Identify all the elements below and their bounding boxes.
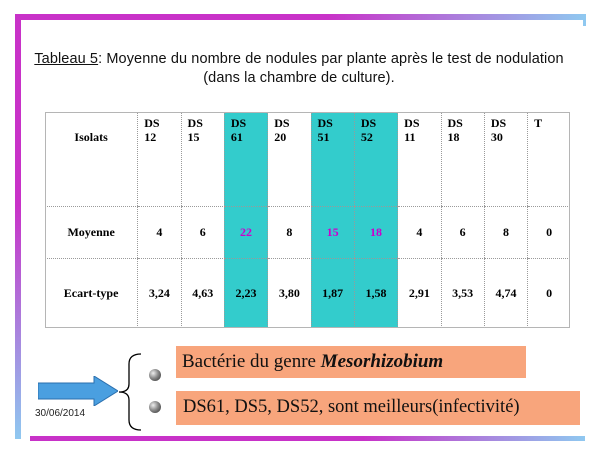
- table-cell: 1,87: [310, 258, 355, 328]
- column-header: DS 20: [267, 112, 312, 207]
- bottom-decorative-bar: [30, 436, 585, 441]
- table-cell: 22: [223, 206, 268, 259]
- genus-callout: Bactérie du genre Mesorhizobium: [176, 346, 526, 378]
- table-cell: 6: [440, 206, 485, 259]
- right-decorative-bar: [583, 14, 586, 26]
- table-row: Moyenne 4 6 22 8 15 18 4 6 8 0: [45, 206, 570, 259]
- column-header: DS 15: [180, 112, 225, 207]
- table-cell: 6: [180, 206, 225, 259]
- column-header: DS 30: [483, 112, 528, 207]
- column-header: DS 51: [310, 112, 355, 207]
- title-text: : Moyenne du nombre de nodules par plant…: [98, 51, 564, 86]
- column-header: DS 61: [223, 112, 268, 207]
- table-cell: 4,74: [483, 258, 528, 328]
- best-isolates-callout: DS61, DS5, DS52, sont meilleurs(infectiv…: [176, 391, 580, 425]
- best-isolates-text: DS61, DS5, DS52, sont meilleurs(infectiv…: [183, 397, 520, 417]
- table-cell: 4,63: [180, 258, 225, 328]
- table-cell: 8: [483, 206, 528, 259]
- bullet-icon: [149, 369, 161, 381]
- table-cell: 8: [267, 206, 312, 259]
- top-decorative-bar: [15, 14, 585, 20]
- brace-icon: [118, 353, 142, 431]
- table-cell: 3,53: [440, 258, 485, 328]
- slide-title: Tableau 5: Moyenne du nombre de nodules …: [18, 50, 580, 88]
- row-label: Ecart-type: [63, 285, 119, 300]
- table-cell: 3,80: [267, 258, 312, 328]
- table-cell: 4: [397, 206, 441, 259]
- table-cell: 18: [353, 206, 398, 259]
- header-row: Isolats DS 12 DS 15 DS 61 DS 20 DS 51 DS 52 DS 11 DS 18 D…: [45, 112, 570, 207]
- table-cell: 0: [527, 258, 570, 328]
- table-cell: 0: [527, 206, 570, 259]
- column-header: DS 18: [440, 112, 485, 207]
- table-cell: 2,23: [223, 258, 268, 328]
- nodule-table: Isolats DS 12 DS 15 DS 61 DS 20 DS 51 DS 52 DS 11 DS 18 D…: [45, 112, 570, 328]
- column-header: DS 12: [137, 112, 182, 207]
- left-decorative-bar: [15, 14, 21, 439]
- table-cell: 1,58: [353, 258, 398, 328]
- row-label: Moyenne: [45, 206, 138, 259]
- genus-name: Mesorhizobium: [320, 351, 444, 372]
- table-cell: 15: [310, 206, 355, 259]
- column-header: T: [527, 112, 570, 207]
- title-lead: Tableau 5: [34, 51, 99, 67]
- table-row: Ecart-type 3,24 4,63 2,23 3,80 1,87 1,58 2,91 3,…: [45, 258, 570, 328]
- column-header: DS 11: [397, 112, 441, 207]
- column-header: DS 52: [353, 112, 398, 207]
- table-cell: 4: [137, 206, 182, 259]
- table-cell: 2,91: [397, 258, 441, 328]
- right-arrow-icon: [38, 376, 118, 406]
- table-cell: 3,24: [137, 258, 182, 328]
- genus-prefix: Bactérie du genre: [182, 351, 321, 372]
- bullet-icon: [149, 401, 161, 413]
- row-header-cell: Isolats: [45, 112, 138, 207]
- slide-date: 30/06/2014: [35, 408, 86, 419]
